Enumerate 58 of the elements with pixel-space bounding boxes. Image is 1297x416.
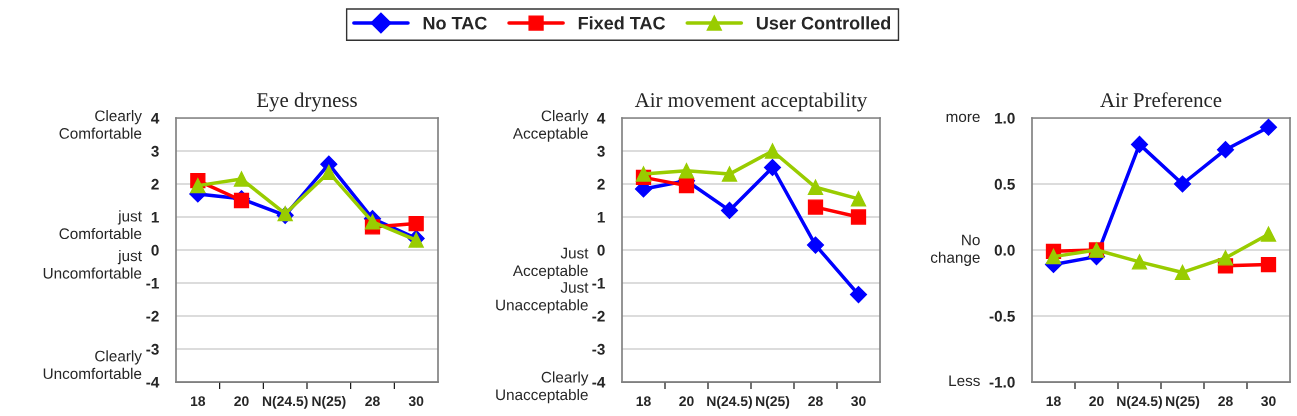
- chart-title: Air Preference: [1100, 92, 1222, 108]
- chart-title: Eye dryness: [256, 92, 357, 112]
- x-tick-label: 28: [1218, 396, 1233, 407]
- y-tick-label: -0.5: [989, 310, 1015, 322]
- x-tick-label: N(25): [756, 395, 790, 409]
- x-tick-label: 18: [190, 396, 206, 407]
- text: more: [946, 113, 980, 123]
- x-tick-label: 20: [234, 396, 249, 407]
- legend-label: User Controlled: [756, 16, 891, 30]
- text: Clearly Comfortable: [59, 110, 142, 139]
- y-tick-label: -1: [146, 278, 159, 289]
- y-tick-label: 1.0: [995, 112, 1015, 124]
- text: Just Acceptable: [512, 247, 589, 280]
- y-tick-label: 0.0: [994, 244, 1015, 256]
- x-tick-label: 28: [808, 396, 823, 407]
- y-tick-label: 0.5: [994, 178, 1015, 190]
- chart-title: Air movement acceptability: [634, 92, 868, 112]
- x-tick-label: 28: [365, 396, 380, 407]
- x-tick-label: 20: [679, 396, 694, 407]
- y-tick-label: -3: [592, 343, 605, 355]
- x-tick-label: 20: [1089, 396, 1104, 407]
- x-tick-label: 30: [1261, 396, 1276, 407]
- y-tick-label: 1: [597, 212, 605, 223]
- text: No change: [930, 234, 980, 266]
- y-tick-label: 0: [597, 244, 605, 256]
- x-tick-label: N(24.5): [262, 395, 308, 409]
- x-tick-label: N(24.5): [1117, 395, 1162, 409]
- x-tick-label: N(25): [312, 395, 346, 409]
- y-tick-label: 1: [151, 212, 159, 223]
- y-tick-label: 2: [597, 178, 605, 190]
- text: Less: [949, 375, 980, 387]
- x-tick-label: N(25): [1166, 395, 1200, 409]
- legend-label: No TAC: [423, 16, 487, 30]
- text: Clearly Acceptable: [512, 110, 589, 142]
- text: just Uncomfortable: [43, 249, 142, 279]
- x-tick-label: 30: [851, 396, 866, 407]
- y-tick-label: 3: [597, 145, 605, 157]
- legend-label: Fixed TAC: [578, 16, 666, 30]
- y-tick-label: 2: [151, 178, 159, 190]
- y-tick-label: -4: [146, 377, 160, 388]
- x-tick-label: 18: [1046, 396, 1061, 407]
- y-tick-label: 3: [151, 145, 159, 157]
- y-tick-label: 4: [597, 113, 606, 124]
- x-tick-label: 30: [408, 396, 424, 407]
- y-tick-label: -4: [592, 377, 606, 388]
- text: Clearly Uncomfortable: [43, 350, 142, 380]
- text: just Comfortable: [59, 210, 142, 240]
- y-tick-label: -1: [592, 278, 605, 289]
- y-tick-label: -1.0: [989, 376, 1015, 388]
- y-tick-label: 4: [151, 113, 160, 124]
- y-tick-label: -3: [146, 343, 159, 355]
- y-tick-label: -2: [592, 310, 605, 322]
- text: Clearly Unacceptable: [496, 371, 589, 404]
- y-tick-label: -2: [146, 310, 159, 322]
- y-tick-label: 0: [151, 244, 159, 256]
- x-tick-label: N(24.5): [707, 395, 752, 409]
- text: Just Unacceptable: [496, 282, 589, 314]
- x-tick-label: 18: [636, 396, 651, 407]
